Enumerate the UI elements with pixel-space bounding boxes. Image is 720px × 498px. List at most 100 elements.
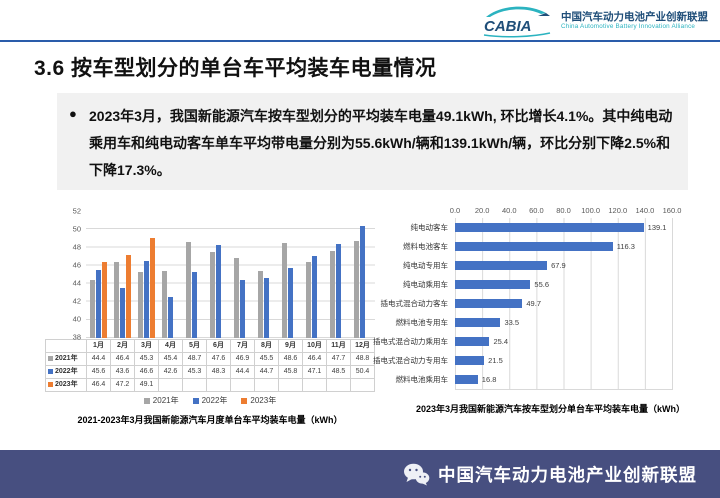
category-label: 燃料电池客车 — [403, 242, 448, 251]
footer-org-name: 中国汽车动力电池产业创新联盟 — [438, 464, 697, 485]
summary-box: ● 2023年3月，我国新能源汽车按车型划分的平均装车电量49.1kWh, 环比… — [57, 93, 688, 190]
hbar-plot: 纯电动客车 139.1 燃料电池客车 116.3 纯电动专用车 67.9 纯电动乘用车 55.… — [365, 218, 710, 390]
bar — [234, 257, 239, 338]
bar — [354, 240, 360, 338]
x-tick-label: 60.0 — [529, 206, 544, 215]
bar — [113, 262, 119, 338]
summary-text: 2023年3月，我国新能源汽车按车型划分的平均装车电量49.1kWh, 环比增长… — [89, 108, 673, 178]
table-cell: 47.6 — [206, 352, 231, 366]
bar-group — [279, 242, 303, 338]
bar — [161, 271, 167, 338]
x-axis: 0.0 20.0 40.0 60.0 80.0 100.0 120.0 140.0 160.0 — [365, 205, 710, 218]
hbar-track: 21.5 — [455, 356, 672, 365]
table-cell: 46.4 — [86, 378, 111, 392]
bar — [137, 272, 143, 338]
bar-group — [303, 256, 327, 338]
hbar-row: 插电式混合动力专用车 21.5 — [365, 351, 710, 370]
x-tick-label: 0.0 — [449, 206, 461, 215]
hbar-row: 燃料电池乘用车 16.8 — [365, 370, 710, 389]
category-label: 纯电动乘用车 — [403, 280, 448, 289]
table-series-header: 2023年 — [45, 378, 87, 392]
bar-group — [182, 241, 206, 338]
header-divider — [0, 40, 720, 42]
y-tick-label: 44 — [72, 278, 81, 288]
x-tick-label: 80.0 — [556, 206, 571, 215]
monthly-chart-plot-area: 52 50 48 46 44 42 40 38 — [45, 207, 375, 342]
wechat-icon — [404, 463, 430, 485]
x-tick-label: 160.0 — [662, 206, 682, 215]
hbar — [455, 242, 613, 251]
series-swatch — [48, 355, 53, 361]
cabia-logo-icon: CABIA — [483, 6, 551, 38]
bar — [101, 262, 107, 338]
table-month-header: 8月 — [254, 339, 279, 353]
table-cell: 46.9 — [230, 352, 255, 366]
table-cell: 48.3 — [206, 365, 231, 379]
bar-group — [255, 270, 279, 338]
legend-swatch — [192, 397, 199, 404]
bar-group — [134, 238, 158, 338]
bar — [330, 250, 336, 338]
bar — [89, 280, 95, 338]
bar — [149, 238, 155, 338]
bar — [167, 296, 173, 338]
bar-plot — [86, 211, 375, 338]
bar-group — [327, 243, 351, 338]
table-cell: 44.7 — [254, 365, 279, 379]
x-tick-label: 100.0 — [581, 206, 601, 215]
by-type-chart: 0.0 20.0 40.0 60.0 80.0 100.0 120.0 140.0 160.0 … — [365, 205, 710, 415]
hbar-row: 纯电动乘用车 55.6 — [365, 275, 710, 294]
table-month-header: 9月 — [278, 339, 303, 353]
table-cell: 42.6 — [158, 365, 183, 379]
table-cell: 49.1 — [134, 378, 159, 392]
x-axis-ticks: 0.0 20.0 40.0 60.0 80.0 100.0 120.0 140.0 160.0 — [450, 205, 682, 218]
hbar — [455, 337, 490, 346]
x-tick-label: 40.0 — [501, 206, 517, 215]
table-month-header: 5月 — [182, 339, 207, 353]
bar — [360, 226, 366, 338]
table-month-header: 1月 — [86, 339, 111, 353]
category-label: 插电式混合动力专用车 — [373, 356, 448, 365]
hbar — [455, 318, 501, 327]
table-cell: 44.4 — [230, 365, 255, 379]
table-cell — [326, 378, 351, 392]
legend-swatch — [241, 397, 248, 404]
table-cell: 44.4 — [86, 352, 111, 366]
legend: 2021年 2022年 2023年 — [45, 395, 375, 406]
table-cell — [230, 378, 255, 392]
table-cell: 48.6 — [278, 352, 303, 366]
series-swatch — [48, 368, 53, 374]
hbar — [455, 223, 644, 232]
monthly-chart-caption: 2021-2023年3月我国新能源汽车月度单台车平均装车电量（kWh） — [77, 415, 343, 425]
value-label: 55.6 — [534, 280, 550, 289]
value-label: 139.1 — [647, 223, 667, 232]
legend-label: 2022年 — [201, 396, 228, 405]
bar-group — [351, 226, 375, 338]
bar — [185, 241, 191, 338]
hbar — [455, 280, 531, 289]
hbar-track: 33.5 — [455, 318, 672, 327]
table-cell — [206, 378, 231, 392]
table-cell: 45.3 — [134, 352, 159, 366]
org-name-chinese: 中国汽车动力电池产业创新联盟 — [561, 11, 708, 24]
table-cell: 45.4 — [158, 352, 183, 366]
legend-label: 2023年 — [250, 396, 277, 405]
table-month-header: 2月 — [110, 339, 135, 353]
hbar-row: 燃料电池专用车 33.5 — [365, 313, 710, 332]
table-cell: 46.6 — [134, 365, 159, 379]
y-tick-label: 46 — [72, 260, 81, 270]
bar — [240, 280, 245, 338]
by-type-chart-caption: 2023年3月我国新能源汽车按车型划分单台车平均装车电量（kWh） — [415, 404, 686, 414]
header: CABIA 中国汽车动力电池产业创新联盟 China Automotive Ba… — [0, 0, 720, 40]
bar — [125, 255, 131, 338]
table-cell — [182, 378, 207, 392]
hbar-track: 139.1 — [455, 223, 672, 232]
table-cell: 47.2 — [110, 378, 135, 392]
table-cell: 45.5 — [254, 352, 279, 366]
table-month-header: 10月 — [302, 339, 327, 353]
table-cell — [158, 378, 183, 392]
table-month-header: 6月 — [206, 339, 231, 353]
value-label: 116.3 — [616, 242, 635, 251]
table-series-header: 2021年 — [45, 352, 87, 366]
x-tick-label: 120.0 — [608, 206, 628, 215]
